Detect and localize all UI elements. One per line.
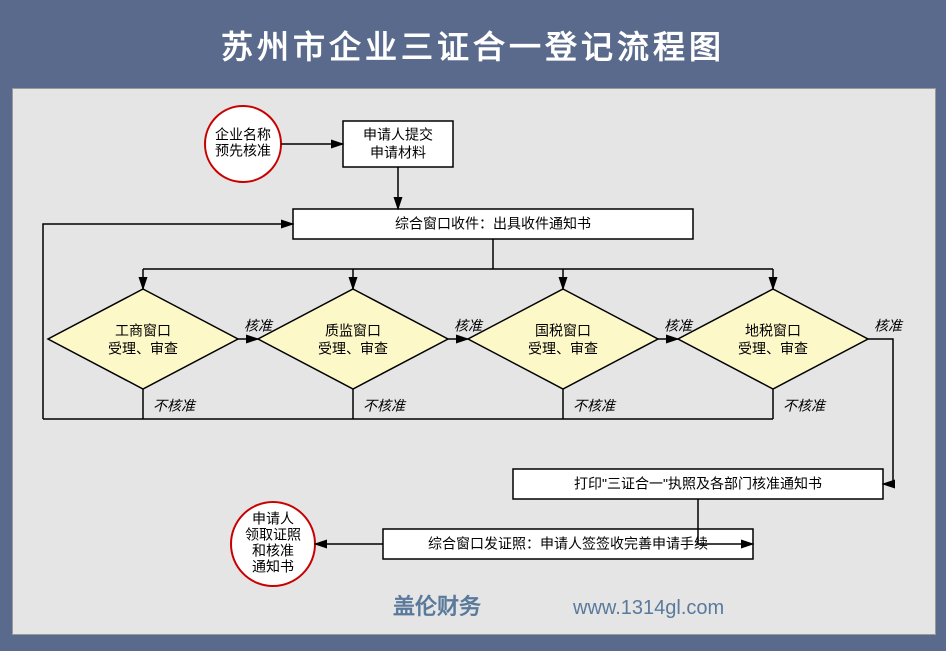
svg-text:预先核准: 预先核准 (215, 143, 271, 159)
svg-text:核准: 核准 (454, 318, 484, 334)
svg-text:受理、审查: 受理、审查 (318, 341, 388, 357)
svg-text:核准: 核准 (664, 318, 694, 334)
flowchart-svg: 企业名称预先核准 申请人提交申请材料综合窗口收件：出具收件通知书工商窗口受理、审查… (13, 89, 935, 634)
svg-text:申请人: 申请人 (252, 511, 294, 527)
svg-text:国税窗口: 国税窗口 (535, 323, 591, 339)
svg-text:不核准: 不核准 (783, 398, 827, 414)
svg-text:工商窗口: 工商窗口 (115, 323, 171, 339)
svg-text:领取证照: 领取证照 (245, 527, 301, 543)
decision-2 (468, 289, 658, 389)
svg-text:受理、审查: 受理、审查 (528, 341, 598, 357)
flowchart-canvas: 企业名称预先核准 申请人提交申请材料综合窗口收件：出具收件通知书工商窗口受理、审查… (12, 88, 936, 635)
decision-1 (258, 289, 448, 389)
svg-text:申请材料: 申请材料 (370, 145, 426, 161)
svg-text:地税窗口: 地税窗口 (745, 323, 801, 339)
svg-text:综合窗口发证照：申请人签签收完善申请手续: 综合窗口发证照：申请人签签收完善申请手续 (428, 536, 708, 552)
svg-text:质监窗口: 质监窗口 (325, 323, 381, 339)
svg-text:核准: 核准 (874, 318, 904, 334)
svg-text:打印"三证合一"执照及各部门核准通知书: 打印"三证合一"执照及各部门核准通知书 (574, 476, 822, 492)
svg-text:受理、审查: 受理、审查 (738, 341, 808, 357)
svg-text:和核准: 和核准 (252, 543, 294, 559)
decision-0 (48, 289, 238, 389)
svg-text:www.1314gl.com: www.1314gl.com (572, 597, 724, 619)
svg-text:不核准: 不核准 (573, 398, 617, 414)
svg-text:不核准: 不核准 (153, 398, 197, 414)
svg-text:核准: 核准 (244, 318, 274, 334)
page-title: 苏州市企业三证合一登记流程图 (12, 12, 934, 88)
svg-text:盖伦财务: 盖伦财务 (393, 594, 482, 619)
svg-text:申请人提交: 申请人提交 (363, 127, 433, 143)
svg-text:综合窗口收件：出具收件通知书: 综合窗口收件：出具收件通知书 (395, 216, 591, 232)
outer-frame: 苏州市企业三证合一登记流程图 企业名称预先核准 申请人提交申请材料综合窗口收件：出… (0, 0, 946, 651)
svg-text:通知书: 通知书 (252, 559, 294, 575)
decision-3 (678, 289, 868, 389)
svg-text:受理、审查: 受理、审查 (108, 341, 178, 357)
svg-text:企业名称: 企业名称 (215, 127, 271, 143)
svg-text:不核准: 不核准 (363, 398, 407, 414)
